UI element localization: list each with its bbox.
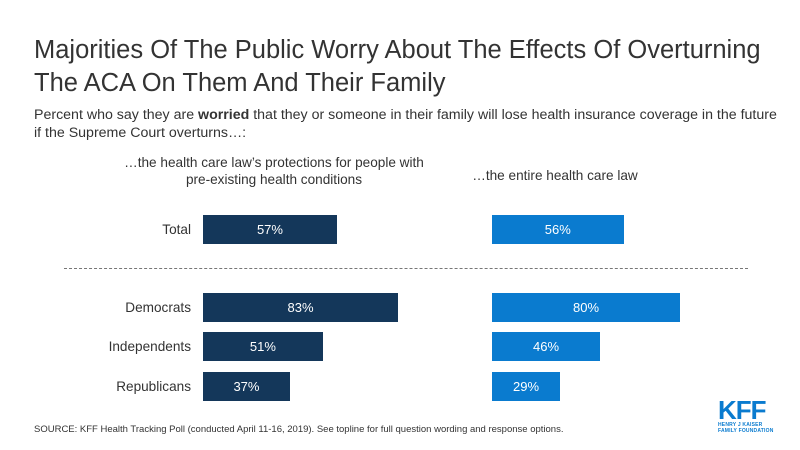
source-note: SOURCE: KFF Health Tracking Poll (conduc… xyxy=(34,424,564,435)
bar-value-label: 46% xyxy=(533,339,560,354)
bar-value-label: 56% xyxy=(544,222,571,237)
bar-value-label: 37% xyxy=(233,379,260,394)
subtitle-text-start: Percent who say they are xyxy=(34,107,199,123)
bar-value-label: 83% xyxy=(287,300,314,315)
row-label-republicans: Republicans xyxy=(116,378,191,394)
logo-mark: KFF xyxy=(718,395,767,425)
preexisting-bar-total: 57% xyxy=(203,215,337,244)
right-panel-heading: …the entire health care law xyxy=(472,168,638,183)
bar-value-label: 57% xyxy=(256,222,283,237)
logo-subtitle-line2: FAMILY FOUNDATION xyxy=(718,428,774,434)
entire-law-bar-democrats: 80% xyxy=(492,293,680,322)
kff-logo: KFF HENRY J KAISER FAMILY FOUNDATION xyxy=(718,395,778,434)
row-label-democrats: Democrats xyxy=(125,299,191,315)
left-panel-heading: …the health care law’s protections for p… xyxy=(124,155,424,187)
preexisting-bar-independents: 51% xyxy=(203,332,323,361)
preexisting-bar-republicans: 37% xyxy=(203,372,290,401)
chart-title: Majorities Of The Public Worry About The… xyxy=(34,36,761,97)
entire-law-bar-independents: 46% xyxy=(492,332,601,361)
entire-law-bar-total: 56% xyxy=(492,215,624,244)
bar-value-label: 29% xyxy=(513,379,540,394)
row-label-independents: Independents xyxy=(108,338,191,354)
preexisting-bar-democrats: 83% xyxy=(203,293,399,322)
bar-value-label: 80% xyxy=(572,300,600,315)
entire-law-bar-republicans: 29% xyxy=(492,372,561,401)
logo-subtitle-line1: HENRY J KAISER xyxy=(718,422,763,428)
subtitle-text-end: that they or someone in their family wil… xyxy=(34,107,777,141)
row-label-total: Total xyxy=(162,221,191,237)
group-divider xyxy=(64,268,748,269)
bar-value-label: 51% xyxy=(249,339,276,354)
chart-subtitle: Percent who say they are worried that th… xyxy=(34,106,779,142)
subtitle-emphasis: worried xyxy=(198,107,250,123)
